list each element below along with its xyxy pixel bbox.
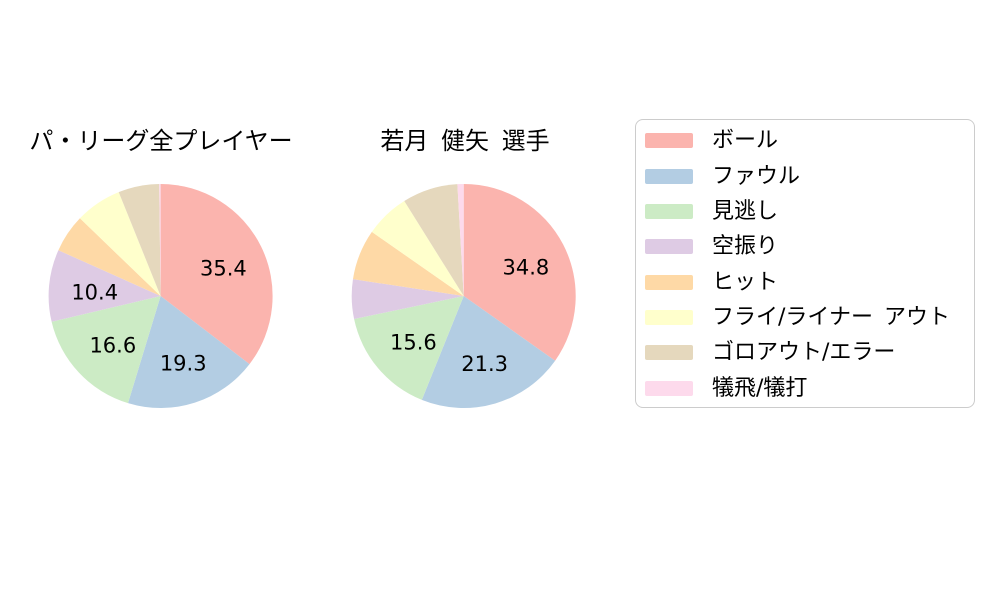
legend-label: フライ/ライナー アウト [712, 305, 950, 331]
pie-value-label: 15.6 [390, 330, 437, 354]
pie-slice [159, 184, 161, 296]
legend-swatch-icon [645, 168, 693, 184]
pie-value-label: 35.4 [200, 257, 247, 281]
legend-item: ゴロアウト/エラー [636, 335, 974, 370]
legend-label: ヒット [712, 269, 779, 295]
legend-item: ヒット [636, 265, 974, 300]
legend-label: ファウル [712, 163, 801, 189]
pie-slice [351, 279, 464, 320]
pie-value-label: 21.3 [461, 352, 508, 376]
pie-slice [51, 296, 161, 404]
legend-swatch-icon [645, 274, 693, 290]
pie-slice [48, 250, 161, 322]
pie-slice [128, 296, 250, 409]
pie-title-left: パ・リーグ全プレイヤー [29, 127, 293, 155]
pie-slice [463, 183, 576, 361]
legend-swatch-icon [645, 310, 693, 326]
legend-item: 見逃し [636, 194, 974, 229]
legend-item: ボール [636, 123, 974, 158]
legend-item: 犠飛/犠打 [636, 371, 974, 406]
legend-label: 見逃し [712, 198, 779, 224]
pie-value-label: 19.3 [160, 352, 207, 376]
legend-swatch-icon [645, 239, 693, 255]
pie-slice [118, 184, 161, 296]
legend-label: 空振り [712, 234, 779, 260]
pie-slice [160, 184, 273, 365]
pie-slice [354, 296, 464, 400]
pie-slice [58, 218, 161, 296]
pie-slice [404, 184, 464, 296]
legend-label: ゴロアウト/エラー [712, 340, 896, 366]
pie-title-right: 若月 健矢 選手 [380, 127, 550, 155]
pie-slice [421, 296, 556, 408]
pie-1: 34.8 21.3 15.6 [351, 183, 576, 408]
legend: ボールファウル見逃し空振りヒットフライ/ライナー アウト ゴロアウト/エラー 犠飛/… [635, 119, 975, 408]
pie-value-label: 10.4 [71, 280, 118, 304]
pie-slice [457, 184, 464, 296]
legend-swatch-icon [645, 345, 693, 361]
legend-swatch-icon [645, 133, 693, 149]
pie-0: 35.4 19.3 16.6 10.4 [48, 184, 273, 409]
pie-value-label: 16.6 [89, 333, 136, 357]
pie-slice [371, 201, 464, 296]
pie-value-label: 34.8 [503, 256, 550, 280]
legend-label: ボール [712, 128, 779, 154]
legend-label: 犠飛/犠打 [712, 375, 808, 401]
pie-slice [79, 192, 161, 296]
legend-item: フライ/ライナー アウト [636, 300, 974, 335]
legend-swatch-icon [645, 203, 693, 219]
legend-item: ファウル [636, 159, 974, 194]
pie-slice [352, 231, 464, 296]
legend-swatch-icon [645, 380, 693, 396]
legend-item: 空振り [636, 229, 974, 264]
